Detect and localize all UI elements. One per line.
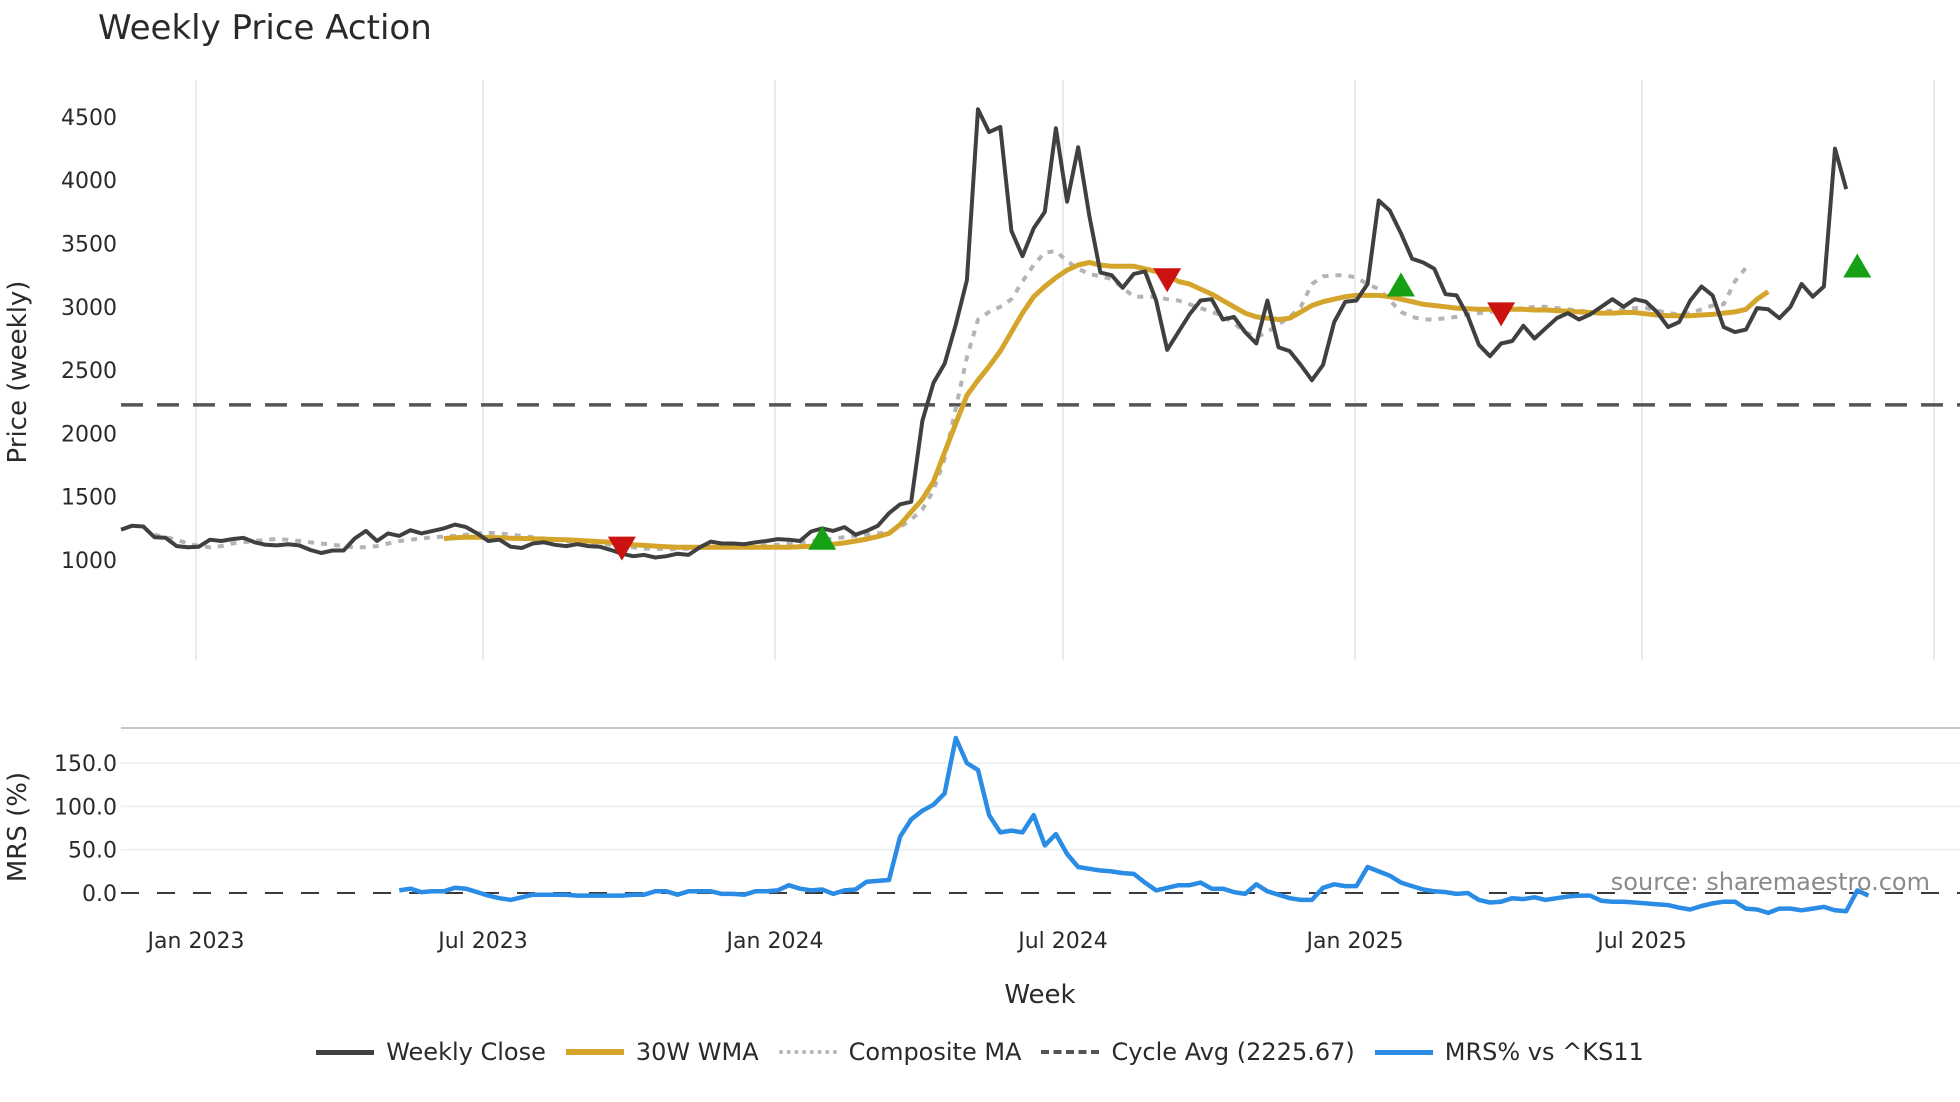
source-annotation: source: sharemaestro.com (1611, 868, 1930, 896)
weekly-close-line (120, 107, 1849, 560)
mrs-swatch-icon (1374, 1049, 1433, 1055)
price-tick-label: 3500 (61, 233, 117, 258)
x-tick-label: Jan 2025 (1305, 929, 1404, 954)
series-lines (120, 107, 1870, 916)
signal-markers (607, 253, 1872, 561)
legend: Weekly Close 30W WMA Composite MA Cycle … (0, 1038, 1960, 1066)
mrs-tick-label: 0.0 (82, 882, 117, 907)
mrs-tick-label: 100.0 (54, 795, 117, 820)
price-tick-label: 1500 (61, 486, 117, 511)
legend-item-weekly-close[interactable]: Weekly Close (316, 1038, 546, 1066)
price-tick-label: 4000 (61, 169, 117, 194)
composite-ma-swatch-icon (778, 1050, 837, 1054)
sell-signal-triangle-down-icon (607, 536, 636, 561)
x-axis-label: Week (1004, 980, 1075, 1010)
legend-label: 30W WMA (635, 1038, 759, 1066)
legend-label: Composite MA (848, 1038, 1022, 1066)
buy-signal-triangle-up-icon (808, 525, 837, 550)
30w-wma-line (443, 260, 1770, 550)
sell-signal-triangle-down-icon (1487, 302, 1516, 327)
x-tick-label: Jan 2024 (725, 929, 824, 954)
cycle-avg-swatch-icon (1041, 1050, 1100, 1054)
legend-item-composite-ma[interactable]: Composite MA (778, 1038, 1022, 1066)
mrs-axis-label: MRS (%) (3, 772, 33, 882)
price-tick-label: 4500 (61, 106, 117, 131)
axes: Jan 2023 Jul 2023 Jan 2024 Jul 2024 Jan 2025… (54, 106, 1687, 954)
buy-signal-triangle-up-icon (1843, 253, 1872, 278)
buy-signal-triangle-up-icon (1386, 272, 1415, 297)
price-tick-label: 3000 (61, 296, 117, 321)
price-tick-label: 2500 (61, 359, 117, 384)
legend-label: Cycle Avg (2225.67) (1111, 1038, 1355, 1066)
mrs-tick-label: 150.0 (54, 752, 117, 777)
x-tick-label: Jan 2023 (146, 929, 245, 954)
chart-canvas: Jan 2023 Jul 2023 Jan 2024 Jul 2024 Jan 2025… (3, 80, 1960, 1010)
mrs-vs-ks11-line (398, 735, 1870, 916)
legend-item-cycle-avg[interactable]: Cycle Avg (2225.67) (1041, 1038, 1355, 1066)
wma-swatch-icon (565, 1049, 624, 1055)
price-tick-label: 1000 (61, 549, 117, 574)
chart-title: Weekly Price Action (98, 8, 432, 48)
x-tick-label: Jul 2024 (1016, 929, 1108, 954)
price-axis-label: Price (weekly) (3, 281, 33, 464)
legend-label: MRS% vs ^KS11 (1444, 1038, 1644, 1066)
price-tick-label: 2000 (61, 422, 117, 447)
mrs-tick-label: 50.0 (68, 839, 117, 864)
weekly-close-swatch-icon (316, 1049, 375, 1055)
legend-item-30w-wma[interactable]: 30W WMA (565, 1038, 759, 1066)
composite-ma-line (153, 249, 1748, 552)
x-tick-label: Jul 2025 (1595, 929, 1687, 954)
legend-label: Weekly Close (386, 1038, 546, 1066)
x-tick-label: Jul 2023 (436, 929, 528, 954)
gridlines (121, 80, 1960, 894)
sell-signal-triangle-down-icon (1153, 268, 1182, 293)
legend-item-mrs[interactable]: MRS% vs ^KS11 (1374, 1038, 1644, 1066)
